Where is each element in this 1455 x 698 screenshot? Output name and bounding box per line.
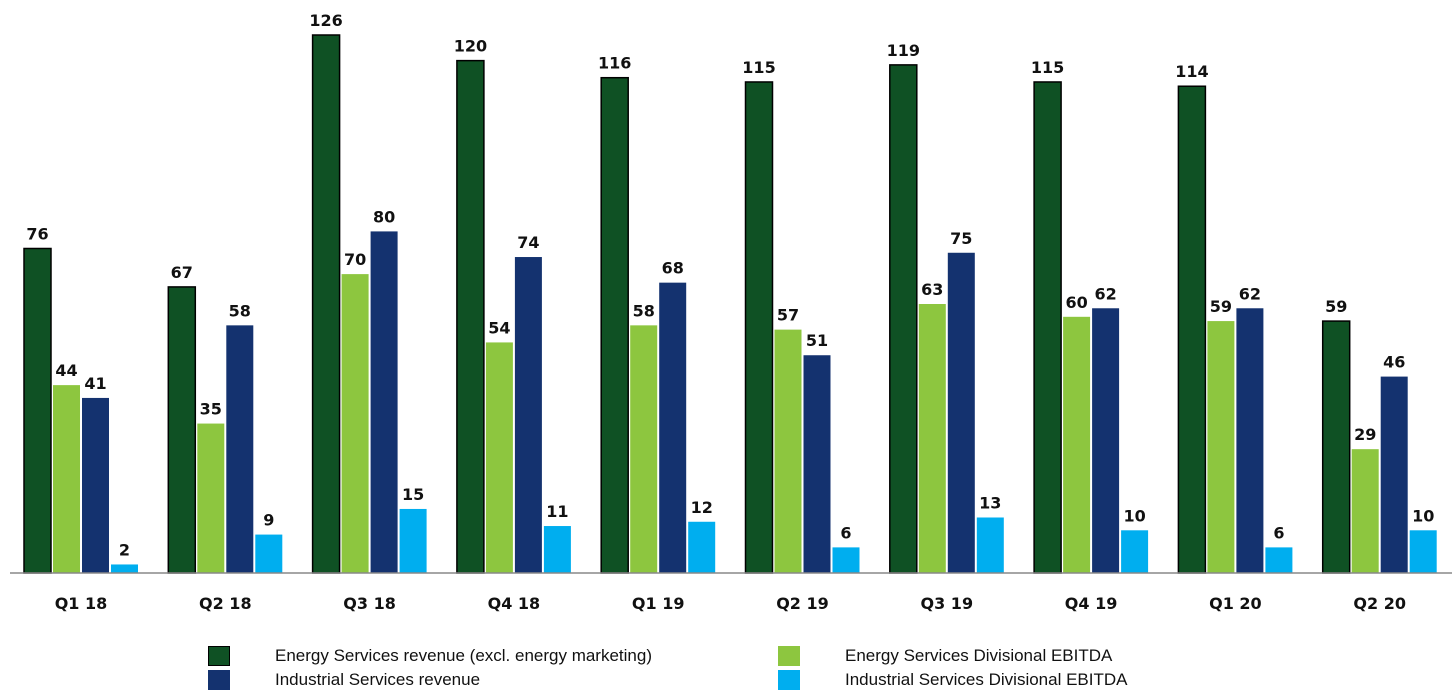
data-label-q4-19-series-3: 10 [1123,506,1145,525]
x-tick-label-q2-18: Q2 18 [199,594,252,613]
bars-group [23,34,1437,574]
data-label-q2-18-series-3: 9 [263,511,274,530]
data-label-q1-20-series-1: 59 [1210,297,1232,316]
bar-q1-19-series-0 [600,76,629,574]
bar-q2-18-series-2 [226,325,254,573]
bar-q1-20-series-1 [1207,321,1235,573]
bar-q3-19-series-0 [889,64,918,574]
data-label-q4-18-series-1: 54 [488,318,510,337]
bar-q2-20-series-0 [1321,320,1351,574]
x-tick-label-q2-20: Q2 20 [1353,594,1406,613]
bar-q2-18-series-3 [255,534,283,573]
bar-q1-20-series-0 [1177,85,1207,574]
bar-q2-19-series-2 [803,355,831,573]
data-label-q1-19-series-0: 116 [598,54,631,73]
data-label-q1-19-series-2: 68 [662,259,684,278]
bar-q2-19-series-1 [774,329,802,573]
bar-q3-18-series-2 [370,231,398,573]
data-label-q1-18-series-0: 76 [26,224,48,243]
data-label-q1-20-series-0: 114 [1175,62,1208,81]
data-label-q3-19-series-1: 63 [921,280,943,299]
bar-q2-18-series-0 [167,286,197,574]
data-label-q4-19-series-1: 60 [1065,293,1087,312]
data-label-q1-20-series-3: 6 [1273,523,1284,542]
bar-q4-19-series-3 [1121,530,1149,573]
data-label-q1-18-series-3: 2 [119,540,130,559]
bar-q2-20-series-2 [1380,376,1408,573]
data-label-q4-19-series-0: 115 [1031,58,1064,77]
data-label-q3-18-series-3: 15 [402,485,424,504]
x-tick-label-q4-18: Q4 18 [488,594,541,613]
data-label-q2-20-series-2: 46 [1383,353,1405,372]
data-label-q2-18-series-2: 58 [229,301,251,320]
bar-q2-19-series-3 [832,547,860,573]
bar-q1-20-series-3 [1265,547,1293,573]
data-label-q3-18-series-2: 80 [373,207,395,226]
bar-q4-19-series-0 [1033,81,1062,574]
data-label-q2-19-series-1: 57 [777,306,799,325]
data-label-q1-18-series-2: 41 [84,374,106,393]
data-label-q3-18-series-0: 126 [309,11,342,30]
data-label-q2-19-series-3: 6 [840,523,851,542]
data-label-q2-19-series-0: 115 [742,58,775,77]
data-label-q4-18-series-2: 74 [517,233,539,252]
bar-q4-18-series-0 [456,59,485,574]
bar-q4-19-series-1 [1063,316,1091,573]
bar-q3-19-series-2 [947,252,975,573]
x-tick-label-q1-20: Q1 20 [1209,594,1262,613]
data-label-q2-18-series-1: 35 [200,400,222,419]
data-label-q2-18-series-0: 67 [171,263,193,282]
bar-q1-18-series-3 [111,564,138,573]
bar-q1-20-series-2 [1236,308,1264,573]
bar-q1-18-series-1 [53,385,80,573]
bar-q2-20-series-1 [1351,449,1379,573]
bar-q2-18-series-1 [197,423,225,573]
x-tick-label-q4-19: Q4 19 [1065,594,1118,613]
x-tick-label-q3-18: Q3 18 [343,594,396,613]
bar-q1-18-series-0 [23,247,52,574]
bar-q3-18-series-0 [311,34,341,574]
data-label-q3-19-series-0: 119 [887,41,920,60]
bar-q1-19-series-3 [688,521,716,573]
data-label-q2-20-series-3: 10 [1412,506,1434,525]
bar-q3-18-series-3 [399,508,427,573]
data-label-q1-18-series-1: 44 [55,361,77,380]
bar-q3-19-series-3 [976,517,1004,573]
data-label-q1-19-series-1: 58 [633,301,655,320]
bar-q2-20-series-3 [1409,530,1437,573]
data-label-q3-19-series-2: 75 [950,229,972,248]
x-tick-label-q1-19: Q1 19 [632,594,685,613]
x-tick-label-q3-19: Q3 19 [921,594,974,613]
data-label-q3-18-series-1: 70 [344,250,366,269]
bar-q1-18-series-2 [82,397,109,573]
data-label-q4-19-series-2: 62 [1094,284,1116,303]
bar-q4-18-series-1 [485,342,513,573]
bar-q1-19-series-2 [659,282,687,573]
data-label-q4-18-series-3: 11 [546,502,568,521]
data-label-q1-19-series-3: 12 [691,498,713,517]
data-label-q1-20-series-2: 62 [1239,284,1261,303]
bar-q2-19-series-0 [744,81,774,574]
data-label-q3-19-series-3: 13 [979,493,1001,512]
bar-q1-19-series-1 [630,325,658,573]
bar-q4-18-series-3 [543,526,571,573]
data-label-q2-20-series-0: 59 [1325,297,1347,316]
x-tick-label-q1-18: Q1 18 [55,594,108,613]
bar-q4-19-series-2 [1092,308,1120,573]
bar-q4-18-series-2 [514,257,542,573]
data-label-q4-18-series-0: 120 [454,37,487,56]
bar-q3-19-series-1 [918,304,946,573]
x-tick-label-q2-19: Q2 19 [776,594,829,613]
data-label-q2-19-series-2: 51 [806,331,828,350]
bar-q3-18-series-1 [341,274,369,573]
data-label-q2-20-series-1: 29 [1354,425,1376,444]
